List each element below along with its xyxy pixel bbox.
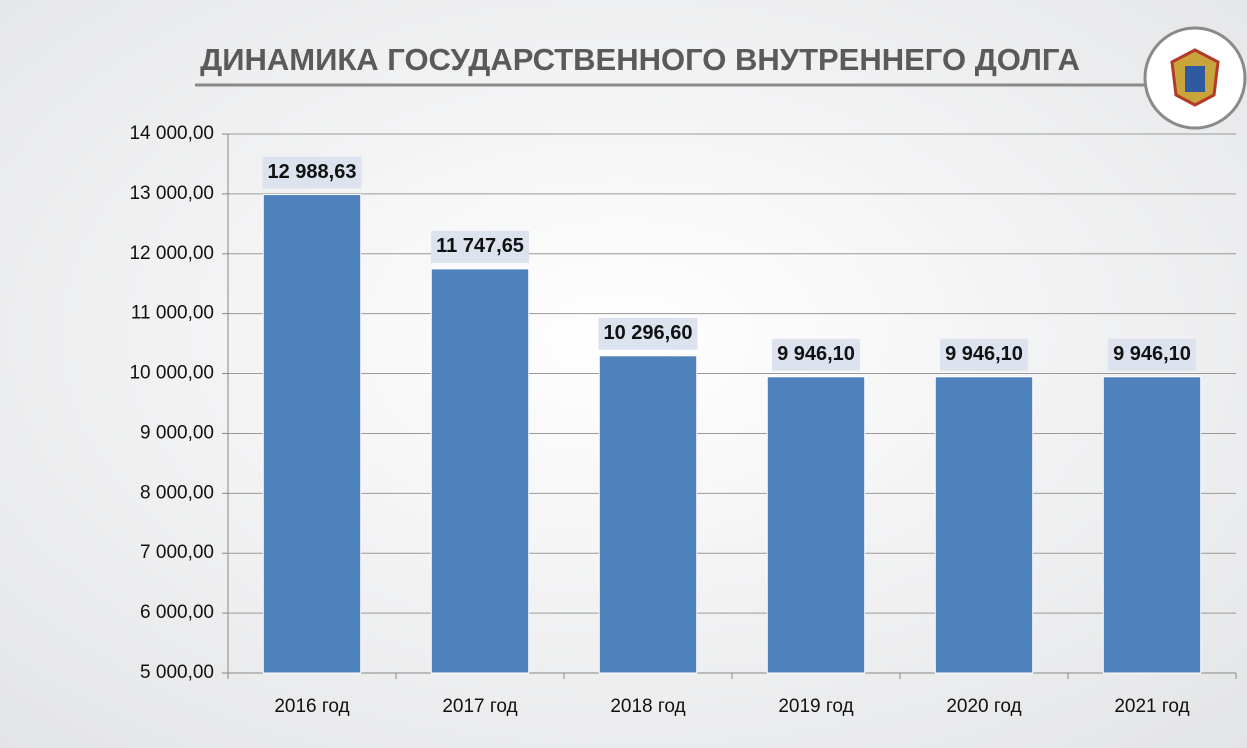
- x-tick-label: 2018 год: [610, 696, 685, 717]
- x-tick-label: 2019 год: [778, 696, 853, 717]
- y-tick-label: 13 000,00: [129, 183, 214, 204]
- bar: [1102, 376, 1202, 674]
- data-label: 12 988,63: [268, 161, 357, 183]
- y-tick-label: 14 000,00: [129, 123, 214, 144]
- x-tick-label: 2017 год: [442, 696, 517, 717]
- y-tick-label: 7 000,00: [140, 542, 214, 563]
- bar: [430, 268, 530, 674]
- data-label: 9 946,10: [777, 343, 855, 365]
- y-tick-label: 9 000,00: [140, 422, 214, 443]
- x-tick-label: 2016 год: [274, 696, 349, 717]
- y-tick-label: 8 000,00: [140, 482, 214, 503]
- data-label-bg: [1108, 338, 1196, 371]
- y-tick-label: 11 000,00: [131, 303, 214, 324]
- data-label: 11 747,65: [436, 235, 524, 257]
- data-label-bg: [772, 338, 860, 371]
- chart-title: ДИНАМИКА ГОСУДАРСТВЕННОГО ВНУТРЕННЕГО ДО…: [200, 42, 1080, 77]
- bar: [262, 194, 362, 674]
- data-label: 9 946,10: [1113, 343, 1191, 365]
- x-tick-label: 2021 год: [1114, 696, 1189, 717]
- y-tick-label: 5 000,00: [140, 662, 214, 683]
- data-label-bg: [262, 156, 362, 189]
- bar: [766, 376, 866, 674]
- bar: [934, 376, 1034, 674]
- data-label-bg: [940, 338, 1028, 371]
- y-tick-label: 10 000,00: [129, 363, 214, 384]
- data-label-bg: [598, 317, 698, 350]
- y-tick-label: 12 000,00: [129, 243, 214, 264]
- emblem: [1143, 26, 1247, 130]
- data-label-bg: [431, 230, 529, 263]
- y-tick-label: 6 000,00: [140, 602, 214, 623]
- data-label: 9 946,10: [945, 343, 1023, 365]
- data-label: 10 296,60: [604, 322, 693, 344]
- bar: [598, 355, 698, 674]
- x-tick-label: 2020 год: [946, 696, 1021, 717]
